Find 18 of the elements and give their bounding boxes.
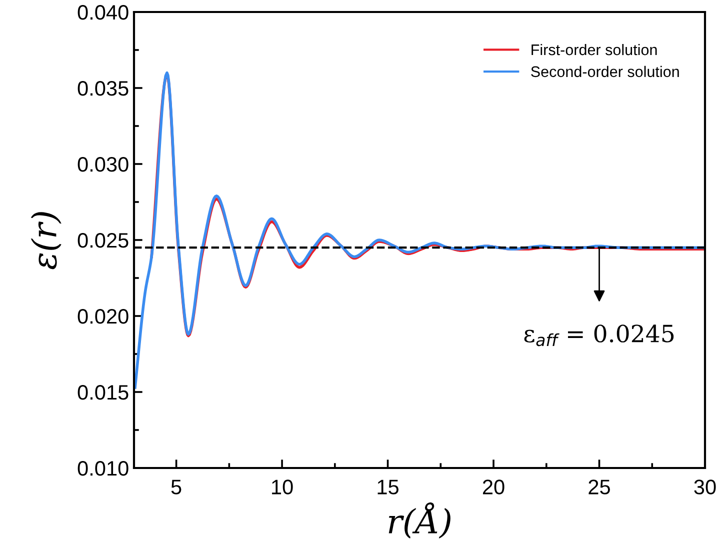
annotation: ε$_{aff}$ = 0.0245 bbox=[524, 324, 674, 346]
x-axis-title: r(Å) bbox=[388, 502, 450, 538]
legend-label: First-order solution bbox=[532, 44, 657, 56]
x-tick-label: 10 bbox=[272, 480, 293, 494]
y-tick-label: 0.035 bbox=[78, 81, 128, 96]
y-tick-label: 0.025 bbox=[78, 233, 128, 248]
x-tick-label: 20 bbox=[482, 480, 504, 494]
y-tick-label: 0.015 bbox=[78, 385, 128, 400]
x-tick-label: 30 bbox=[694, 480, 716, 494]
y-tick-label: 0.020 bbox=[78, 309, 128, 324]
y-tick-label: 0.040 bbox=[78, 5, 128, 20]
x-tick-label: 5 bbox=[171, 480, 182, 494]
x-tick-label: 15 bbox=[378, 480, 398, 494]
y-tick-label: 0.010 bbox=[78, 461, 128, 476]
y-axis-title: ε(r) bbox=[30, 212, 62, 270]
legend-label: Second-order solution bbox=[531, 66, 679, 78]
y-tick-label: 0.030 bbox=[78, 157, 128, 172]
x-tick-label: 25 bbox=[588, 480, 610, 494]
